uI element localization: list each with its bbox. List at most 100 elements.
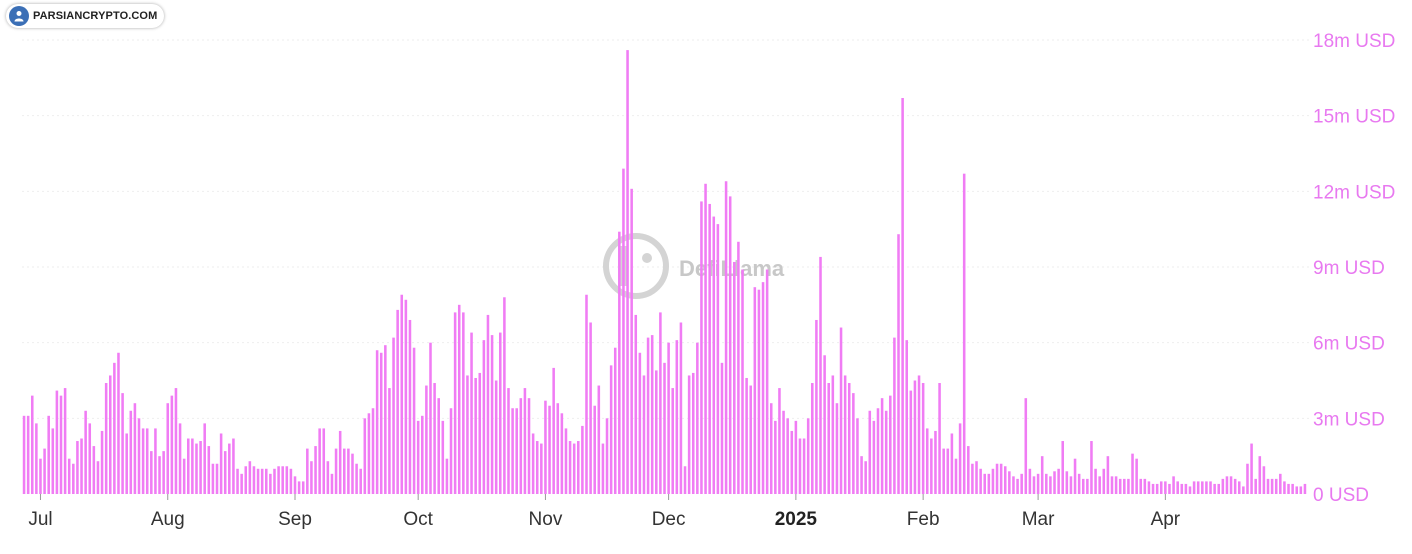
bar xyxy=(971,463,974,494)
bar xyxy=(338,430,342,494)
bar xyxy=(827,383,830,494)
x-tick-label: Feb xyxy=(907,509,940,530)
bar xyxy=(256,468,260,494)
bar xyxy=(634,314,638,494)
bar xyxy=(223,451,227,494)
bar xyxy=(925,428,929,494)
bar xyxy=(646,337,650,494)
bar xyxy=(1213,483,1216,494)
bar xyxy=(236,468,239,494)
bar xyxy=(26,415,30,494)
bar xyxy=(1237,481,1241,494)
bar xyxy=(51,428,55,494)
shield-person-icon xyxy=(9,6,29,26)
bar xyxy=(716,224,720,494)
bar xyxy=(523,388,527,494)
bar xyxy=(108,375,112,494)
bar xyxy=(219,433,223,494)
bar xyxy=(453,312,457,494)
bar xyxy=(938,383,941,494)
bar xyxy=(544,400,547,494)
bar xyxy=(92,446,96,494)
bar xyxy=(117,352,120,494)
bar xyxy=(1028,468,1032,494)
bar xyxy=(1123,478,1126,494)
bar xyxy=(150,451,153,494)
bar xyxy=(72,463,75,494)
bar xyxy=(889,395,892,494)
bar xyxy=(593,405,596,494)
y-tick-label: 12m USD xyxy=(1313,182,1395,203)
bar xyxy=(244,466,248,494)
bar xyxy=(384,345,387,494)
bar xyxy=(1164,481,1167,494)
bar xyxy=(540,443,543,494)
bar xyxy=(162,451,165,494)
bar xyxy=(860,456,863,494)
bar xyxy=(790,430,794,494)
bar xyxy=(946,448,950,494)
bar xyxy=(371,408,375,494)
bar xyxy=(1246,463,1249,494)
bar xyxy=(84,410,87,494)
bar xyxy=(835,403,839,494)
bar xyxy=(794,420,798,494)
bar xyxy=(979,468,982,494)
site-badge-label: PARSIANCRYPTO.COM xyxy=(33,10,158,22)
bar xyxy=(429,342,432,494)
bar xyxy=(466,375,469,494)
bar xyxy=(765,269,769,494)
bar xyxy=(207,446,211,494)
bar xyxy=(1295,486,1299,494)
bar xyxy=(1217,483,1221,494)
bar xyxy=(609,365,613,494)
bar xyxy=(1012,476,1015,494)
bar xyxy=(679,322,683,494)
bar xyxy=(1069,476,1073,494)
bar xyxy=(954,458,958,494)
bar xyxy=(1266,478,1270,494)
site-badge: PARSIANCRYPTO.COM xyxy=(6,4,165,28)
bar xyxy=(113,362,116,494)
bar xyxy=(515,408,518,494)
bar xyxy=(76,441,79,494)
y-tick-label: 9m USD xyxy=(1313,258,1385,279)
bar xyxy=(1155,483,1159,494)
bar xyxy=(154,428,157,494)
bar xyxy=(1196,481,1200,494)
bar xyxy=(1003,466,1007,494)
bar xyxy=(757,289,761,494)
bar xyxy=(445,458,449,494)
bar xyxy=(802,438,806,494)
bar xyxy=(125,433,128,494)
bar xyxy=(1209,481,1212,494)
bar xyxy=(626,50,629,495)
y-axis: 0 USD 3m USD 6m USD 9m USD 12m USD 15m USD 18m… xyxy=(1313,31,1395,506)
bar xyxy=(778,388,781,494)
bar xyxy=(1229,476,1233,494)
bar xyxy=(856,418,859,494)
bar xyxy=(1172,476,1175,494)
bar xyxy=(749,385,752,494)
bar xyxy=(864,461,867,494)
bar xyxy=(310,461,313,494)
bar xyxy=(1127,478,1130,494)
bar xyxy=(733,261,736,494)
bar xyxy=(121,393,124,494)
bar xyxy=(1081,478,1085,494)
bar xyxy=(211,463,215,494)
bar xyxy=(1008,471,1011,494)
watermark-text: DefiLlama xyxy=(679,256,785,281)
bar xyxy=(572,443,576,494)
bar xyxy=(195,443,198,494)
bar xyxy=(289,468,293,494)
bar xyxy=(367,413,371,494)
bar xyxy=(388,388,391,494)
bar xyxy=(1303,483,1307,494)
bar xyxy=(811,383,814,494)
bar xyxy=(884,410,888,494)
bar xyxy=(868,410,872,494)
bar xyxy=(1287,483,1290,494)
bar xyxy=(876,408,880,494)
bar xyxy=(568,441,572,494)
